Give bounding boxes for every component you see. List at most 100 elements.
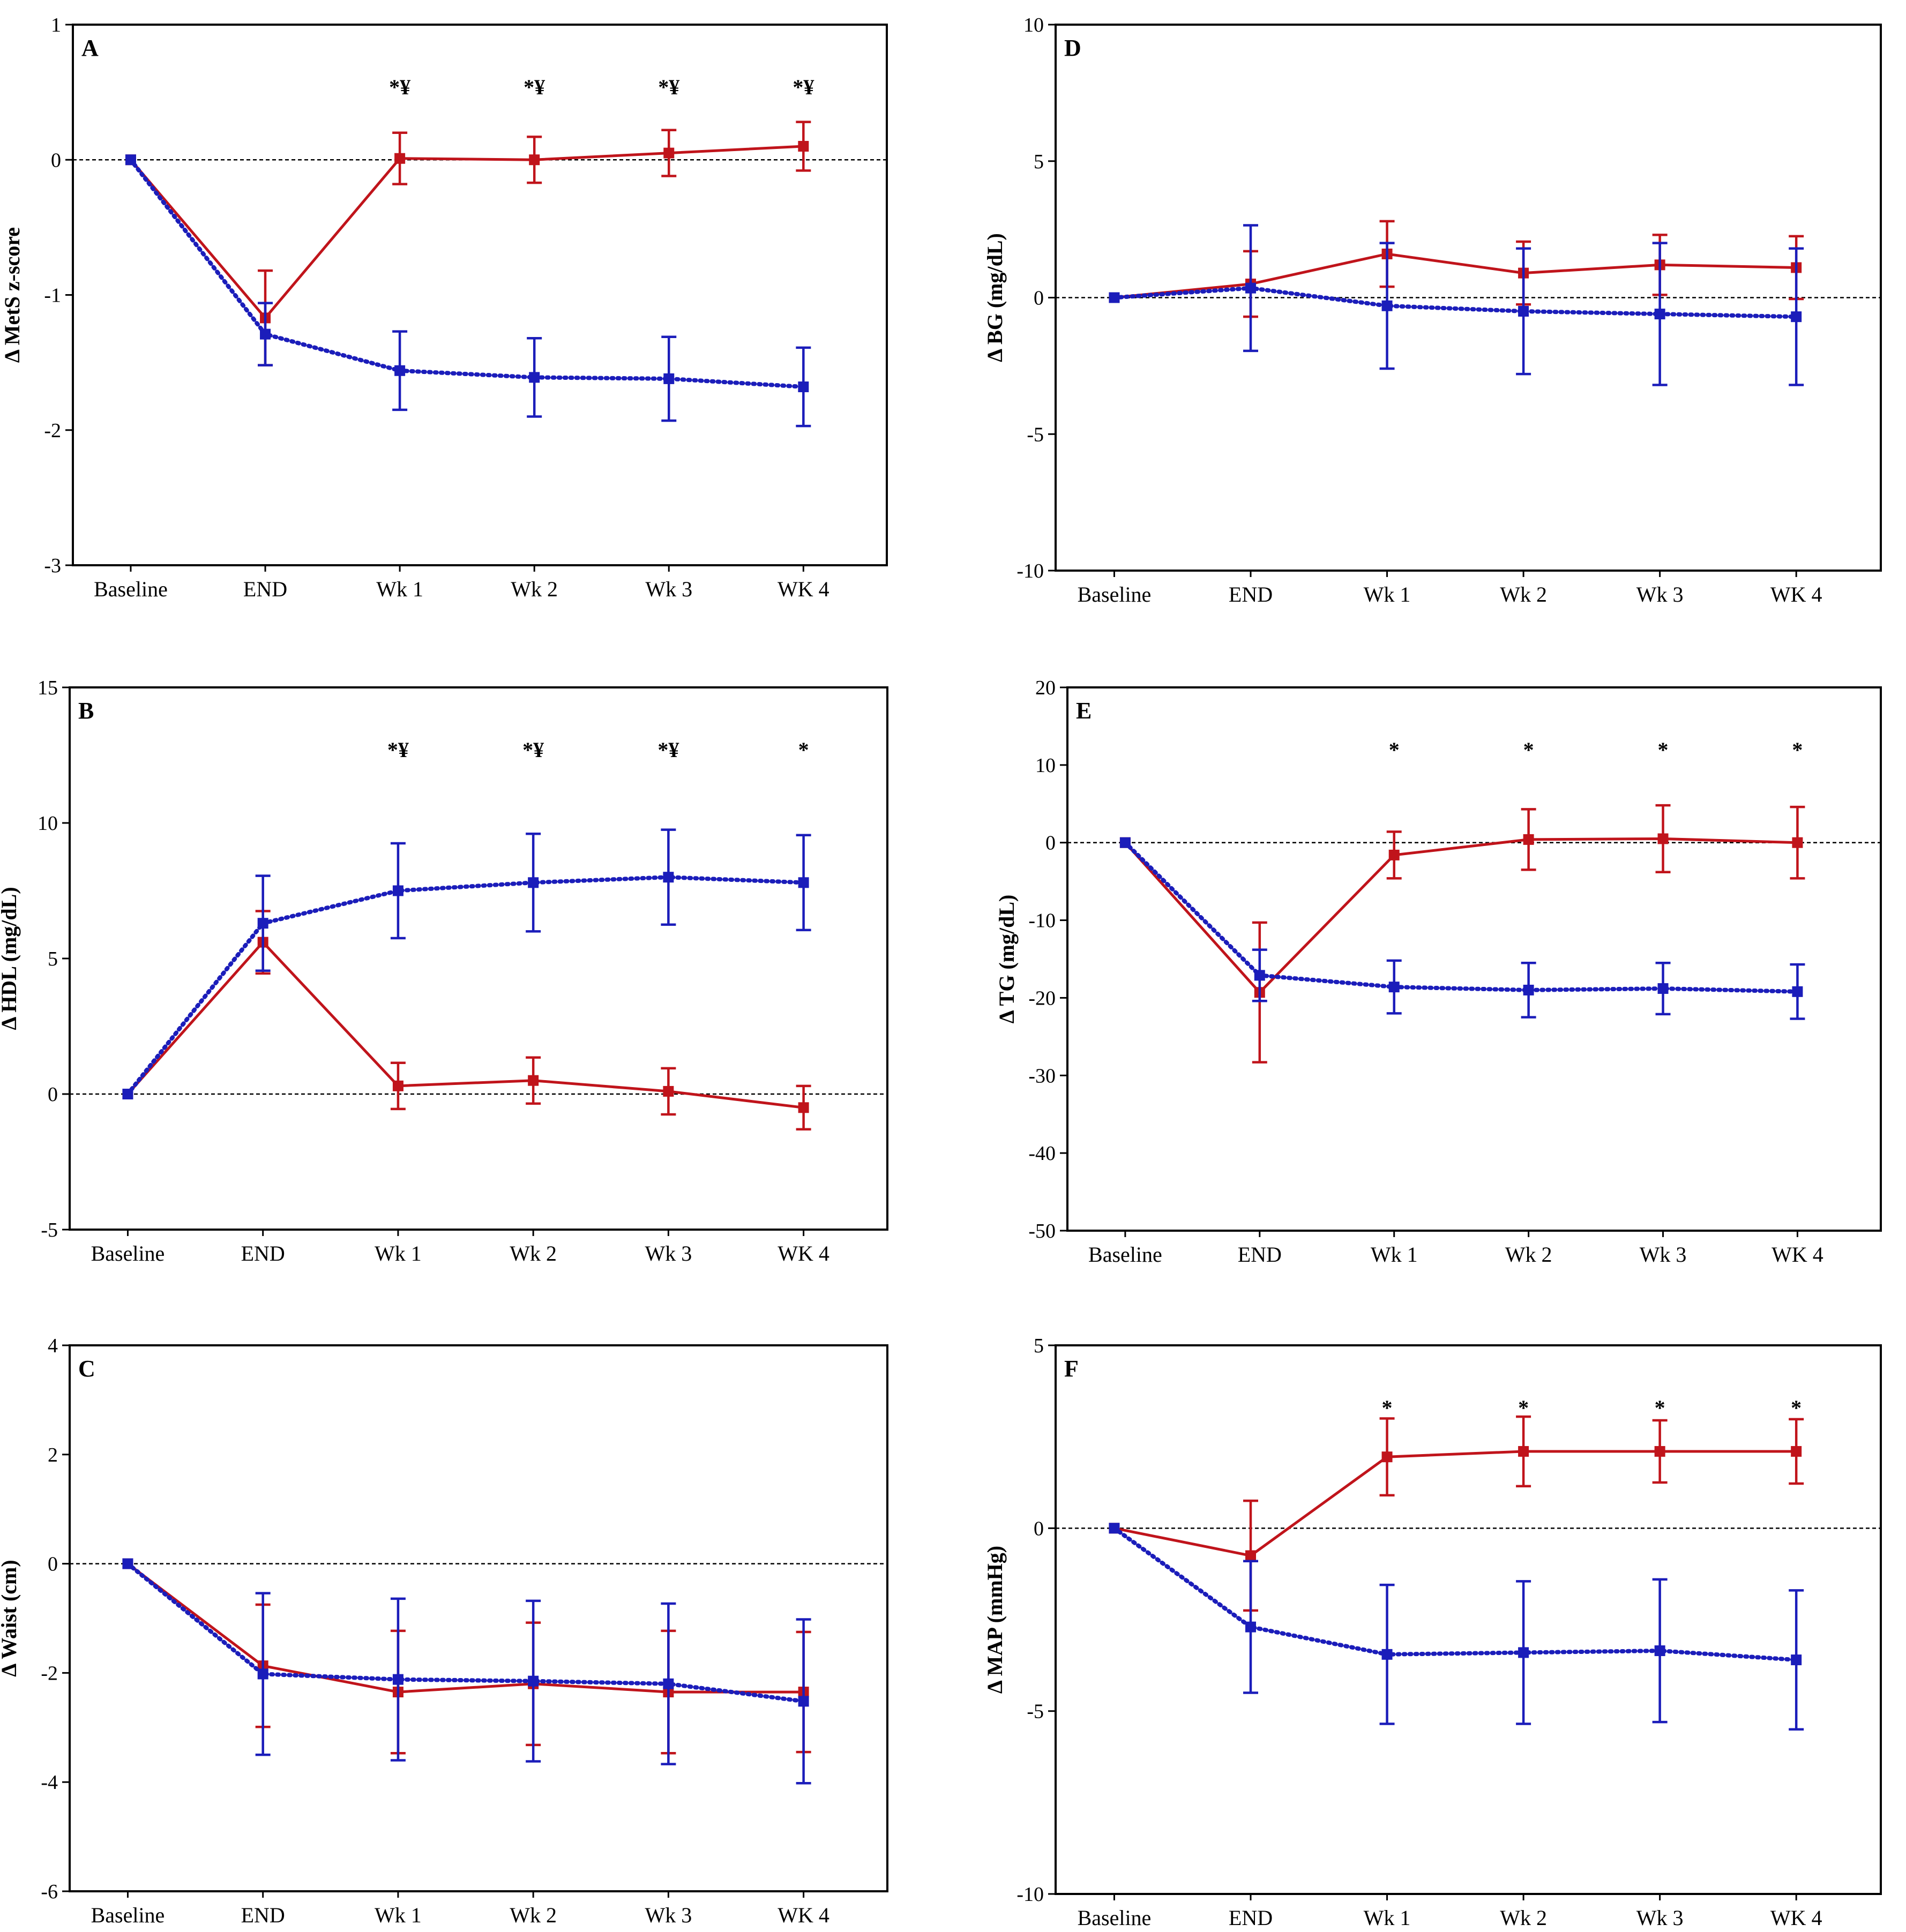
significance-marker: * — [1792, 738, 1803, 762]
y-axis-label: Δ BG (mg/dL) — [983, 233, 1007, 362]
series-dotted-blue — [1119, 837, 1805, 1020]
panel-letter: F — [1064, 1356, 1079, 1382]
series-solid-red — [125, 121, 811, 366]
y-axis-label: Δ MAP (mmHg) — [983, 1546, 1007, 1694]
plot-frame — [69, 1344, 888, 1892]
data-point — [1388, 849, 1400, 860]
data-point — [663, 1678, 674, 1689]
data-point — [663, 373, 675, 384]
data-point — [122, 1089, 133, 1099]
series-line — [126, 940, 804, 1109]
significance-marker: *¥ — [793, 75, 814, 99]
series-line — [1114, 252, 1797, 299]
data-point — [798, 381, 809, 393]
y-tick-label: 0 — [48, 1553, 58, 1576]
data-point — [1381, 1451, 1393, 1463]
series-line — [130, 145, 804, 320]
x-tick-label: WK 4 — [1770, 1906, 1822, 1930]
y-tick-label: -2 — [44, 420, 61, 442]
data-point — [392, 1674, 403, 1685]
series-line — [126, 1562, 804, 1694]
x-tick-label: END — [1229, 1906, 1273, 1930]
panel-f: F5 0 -5 -10 Baseline END Wk 1 Wk 2 Wk 3 WK 4 Δ MAP… — [983, 1335, 1882, 1930]
x-tick-label: Wk 3 — [1636, 582, 1684, 606]
y-tick-label: -1 — [44, 284, 61, 307]
y-tick-label: -30 — [1028, 1065, 1056, 1087]
x-tick-label: END — [241, 1903, 285, 1927]
y-axis-label: Δ HDL (mg/dL) — [0, 887, 21, 1030]
panel-letter: E — [1076, 698, 1092, 724]
significance-marker: *¥ — [389, 75, 410, 99]
data-point — [1654, 309, 1665, 320]
data-point — [260, 328, 271, 340]
y-axis-label: Δ TG (mg/dL) — [995, 895, 1019, 1024]
data-point — [1791, 1654, 1802, 1666]
panel-a: A1 0 -1 -2 -3 Baseline END Wk 1 Wk 2 Wk 3 WK 4 Δ Me… — [0, 14, 888, 601]
data-point — [798, 877, 809, 888]
y-tick-label: -2 — [41, 1662, 58, 1684]
y-tick-label: -10 — [1028, 910, 1056, 932]
series-solid-red — [122, 910, 811, 1131]
plot-frame — [1055, 1344, 1882, 1895]
data-point — [1657, 983, 1669, 994]
y-tick-label: 0 — [1034, 287, 1044, 310]
significance-marker: *¥ — [522, 738, 544, 762]
panel-e: E 20 10 0 -10 -20 -30 -40 -50 Baseline END Wk 1 Wk 2… — [995, 677, 1882, 1267]
data-point — [1518, 1446, 1529, 1457]
data-point — [1388, 982, 1400, 993]
data-point — [1518, 305, 1529, 317]
significance-marker: * — [798, 738, 809, 762]
y-tick-label: -3 — [44, 555, 61, 577]
y-tick-label: -5 — [1027, 1701, 1044, 1723]
significance-marker: *¥ — [387, 738, 409, 762]
series-line — [128, 158, 806, 390]
significance-marker: * — [1518, 1396, 1529, 1420]
series-line — [1112, 286, 1799, 319]
series-line — [1113, 1450, 1797, 1557]
data-point — [798, 1696, 809, 1707]
panel-c: C4 2 0 -2 -4 -6 Baseline END Wk 1 Wk 2 Wk 3 WK 4 Δ W… — [0, 1335, 888, 1927]
x-tick-label: Wk 3 — [645, 1241, 692, 1265]
y-tick-label: -20 — [1028, 987, 1056, 1009]
y-tick-label: -5 — [1027, 423, 1044, 446]
y-tick-label: -10 — [1016, 1883, 1044, 1906]
data-point — [1654, 1645, 1665, 1657]
data-point — [1254, 970, 1265, 981]
data-point — [1791, 311, 1802, 323]
x-tick-label: Wk 1 — [375, 1903, 422, 1927]
data-point — [257, 918, 268, 929]
series-line — [1112, 1526, 1799, 1663]
panel-letter: C — [78, 1356, 95, 1382]
x-tick-label: Wk 1 — [1371, 1242, 1418, 1267]
x-tick-label: Wk 3 — [645, 577, 692, 601]
x-tick-label: Wk 1 — [1364, 582, 1411, 606]
x-tick-label: Wk 2 — [1505, 1242, 1552, 1267]
y-axis-label: Δ Waist (cm) — [0, 1560, 21, 1676]
x-tick-label: Wk 2 — [1500, 582, 1547, 606]
plot-frame — [72, 24, 888, 566]
x-tick-label: Baseline — [1078, 1906, 1152, 1930]
x-tick-label: Wk 2 — [511, 577, 558, 601]
data-point — [1119, 837, 1131, 848]
data-point — [394, 153, 406, 164]
data-point — [394, 365, 406, 376]
y-tick-label: 5 — [1034, 1335, 1044, 1357]
y-tick-label: 5 — [48, 948, 58, 970]
plot-frame — [1066, 686, 1882, 1232]
data-point — [1109, 292, 1120, 303]
x-tick-label: END — [241, 1241, 285, 1265]
x-tick-label: WK 4 — [778, 1241, 829, 1265]
y-tick-label: -4 — [41, 1771, 58, 1794]
data-point — [663, 147, 675, 159]
y-tick-label: -50 — [1028, 1220, 1056, 1242]
data-point — [1792, 837, 1803, 848]
x-tick-label: Wk 3 — [1636, 1906, 1684, 1930]
data-point — [122, 1558, 133, 1569]
data-point — [1657, 833, 1669, 844]
series-dotted-blue — [122, 828, 811, 1099]
y-tick-label: 4 — [48, 1335, 58, 1357]
data-point — [392, 885, 403, 896]
y-tick-label: 5 — [1034, 151, 1044, 173]
y-tick-label: 10 — [38, 812, 58, 835]
